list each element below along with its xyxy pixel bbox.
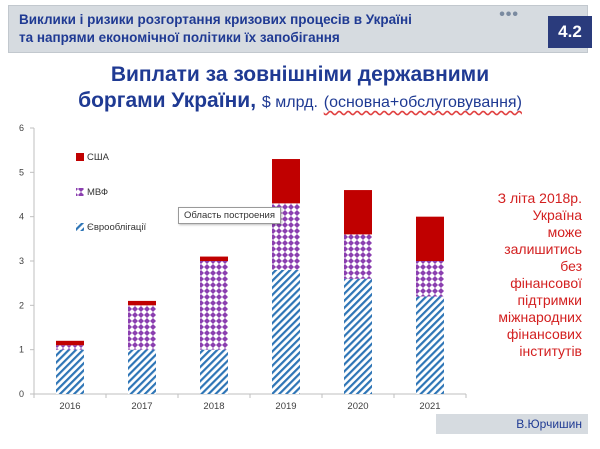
x-tick-labels: 2016 2017 2018 2019 2020 2021	[33, 394, 467, 412]
slide-title-paren: (основна+обслуговування)	[323, 94, 522, 111]
bar-usa-2016	[56, 340, 84, 346]
bar-imf-2018	[200, 261, 228, 350]
legend-label-usa: США	[87, 152, 110, 163]
y-tick-label: 1	[19, 345, 24, 355]
bar-euro-2019	[272, 269, 300, 394]
header-title: Виклики і ризики розгортання кризових пр…	[19, 12, 412, 45]
legend-swatch-usa	[76, 153, 84, 161]
y-tick-label: 6	[19, 123, 24, 133]
y-tick-label: 4	[19, 212, 24, 222]
header-bar: Виклики і ризики розгортання кризових пр…	[8, 5, 588, 53]
legend-label-euro: Єврооблігації	[87, 222, 146, 233]
bar-imf-2016	[56, 345, 84, 350]
x-tick-label: 2021	[419, 401, 440, 412]
bar-stacks	[56, 159, 444, 394]
x-tick-label: 2019	[275, 401, 296, 412]
slide-title-unit: $ млрд.	[261, 94, 318, 111]
bar-usa-2019	[272, 159, 300, 204]
bar-imf-2017	[128, 305, 156, 350]
y-tick-label: 5	[19, 167, 24, 177]
x-tick-label: 2018	[203, 401, 224, 412]
x-tick-label: 2017	[131, 401, 152, 412]
bar-usa-2017	[128, 300, 156, 306]
side-note: З літа 2018р. Україна може залишитись бе…	[497, 190, 582, 359]
legend-swatch-euro	[76, 223, 84, 231]
author-label: В.Юрчишин	[436, 414, 588, 434]
bar-usa-2021	[416, 216, 444, 261]
bar-euro-2020	[344, 278, 372, 394]
slide-title-line1: Виплати за зовнішніми державними	[110, 63, 490, 86]
chart-legend: США МВФ Єврооблігації	[76, 152, 146, 233]
bar-usa-2020	[344, 190, 372, 235]
slide-title: Виплати за зовнішніми державними боргами…	[0, 62, 600, 116]
bar-euro-2016	[56, 349, 84, 394]
y-tick-label: 2	[19, 300, 24, 310]
legend-swatch-imf	[76, 188, 84, 196]
bar-imf-2020	[344, 234, 372, 279]
bar-usa-2018	[200, 256, 228, 261]
x-tick-label: 2020	[347, 401, 368, 412]
slide-title-bold: боргами України,	[78, 89, 257, 112]
legend-label-imf: МВФ	[87, 187, 108, 198]
chart-axes	[33, 128, 466, 395]
bar-euro-2021	[416, 296, 444, 394]
bar-euro-2018	[200, 349, 228, 394]
slide-title-line2: боргами України, $ млрд. (основна+обслуг…	[0, 88, 600, 116]
plot-area-tooltip: Область построения	[178, 207, 281, 224]
y-tick-labels: 0 1 2 3 4 5 6	[19, 123, 34, 399]
bar-imf-2021	[416, 261, 444, 297]
y-tick-label: 0	[19, 389, 24, 399]
x-tick-label: 2016	[59, 401, 80, 412]
slide-number-badge: 4.2	[548, 16, 592, 48]
y-tick-label: 3	[19, 256, 24, 266]
more-dots-icon: •••	[499, 6, 519, 23]
bar-euro-2017	[128, 349, 156, 394]
